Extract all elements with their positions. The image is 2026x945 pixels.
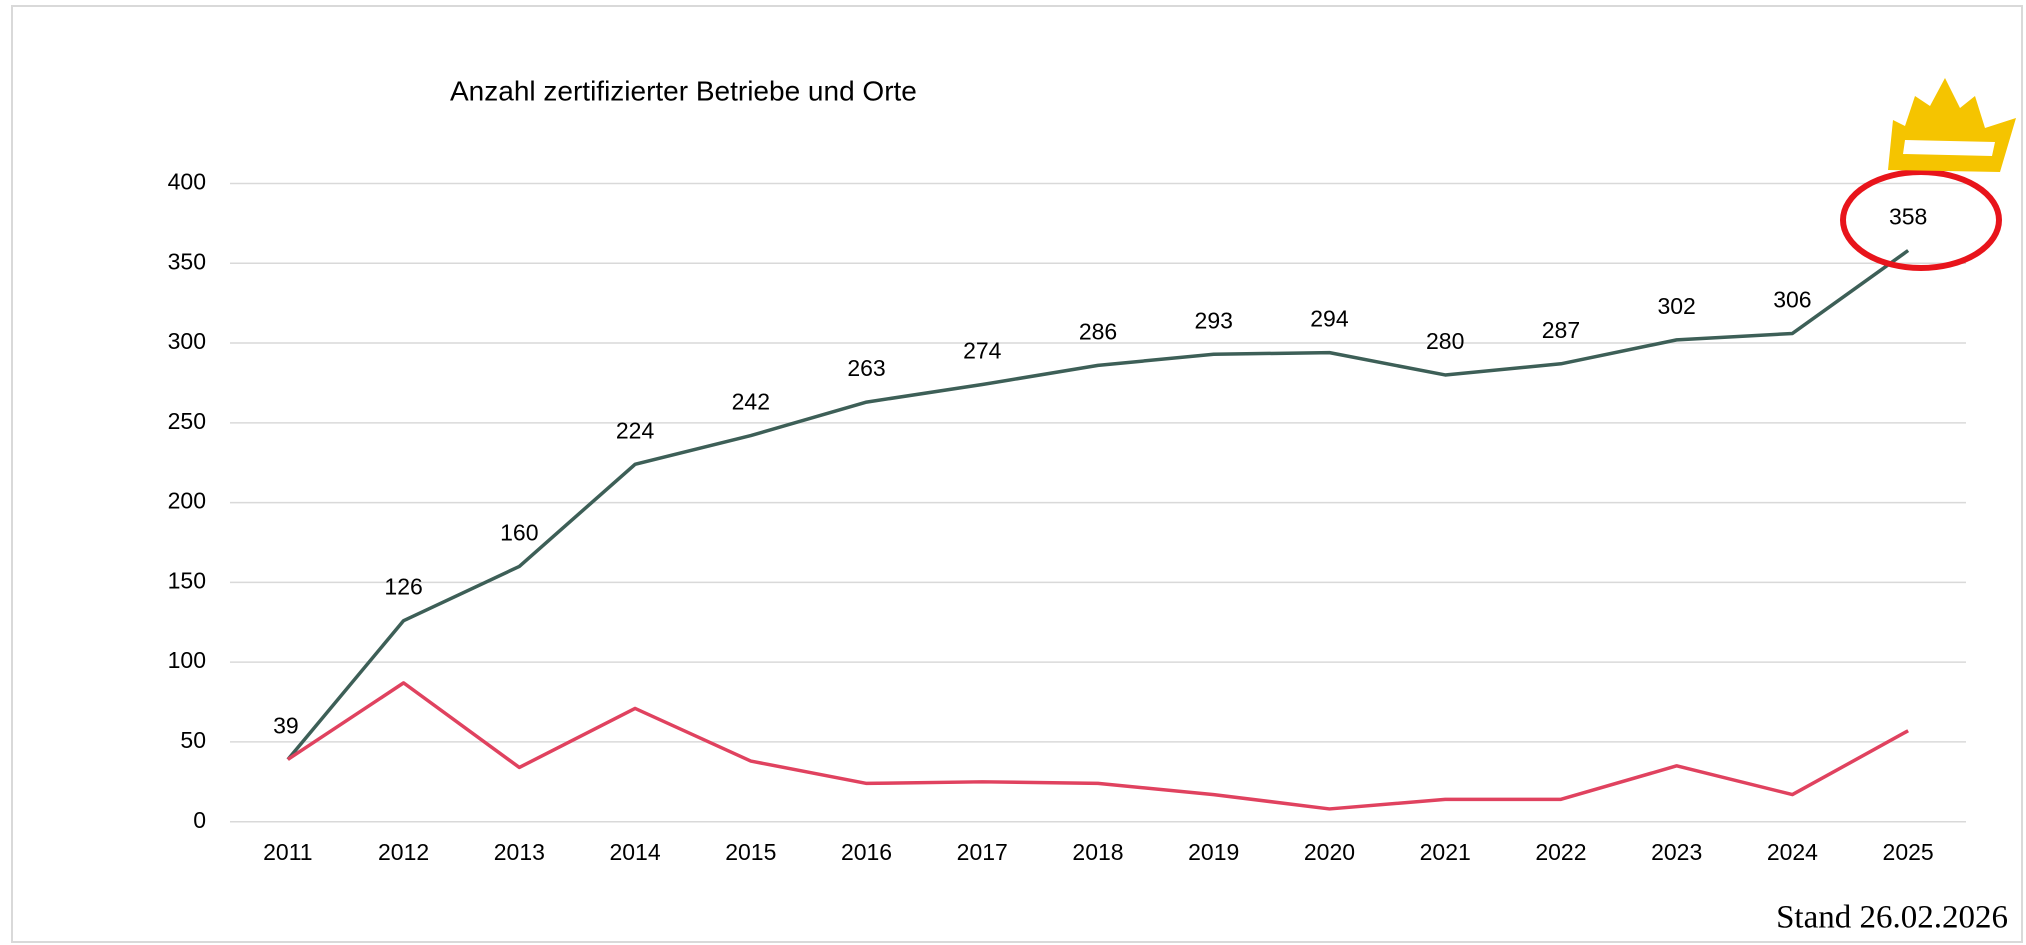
- data-label: 302: [1657, 293, 1695, 319]
- y-tick-label: 250: [168, 408, 206, 434]
- date-note: Stand 26.02.2026: [1776, 900, 2008, 936]
- x-tick-label: 2022: [1535, 839, 1586, 865]
- data-label: 358: [1889, 204, 1927, 230]
- x-tick-label: 2014: [609, 839, 660, 865]
- plot: 0 50 100 150 200 250 300 350 400 2011 2012 2013 2014…: [168, 169, 1966, 865]
- x-tick-label: 2015: [725, 839, 776, 865]
- x-tick-label: 2024: [1767, 839, 1818, 865]
- frame: [12, 6, 2022, 942]
- x-tick-label: 2025: [1883, 839, 1934, 865]
- y-tick-label: 350: [168, 248, 206, 274]
- x-tick-label: 2023: [1651, 839, 1702, 865]
- x-tick-label: 2021: [1420, 839, 1471, 865]
- crown-icon: [1888, 78, 2016, 172]
- y-tick-label: 300: [168, 328, 206, 354]
- x-tick-label: 2013: [494, 839, 545, 865]
- data-label: 160: [500, 519, 538, 545]
- chart: Anzahl zertifizierter Betriebe und Orte …: [0, 0, 2026, 945]
- data-label: 306: [1773, 287, 1811, 313]
- data-label: 294: [1310, 306, 1349, 332]
- y-tick-label: 200: [168, 488, 206, 514]
- data-label: 263: [847, 355, 885, 381]
- data-label: 224: [616, 417, 655, 443]
- y-tick-label: 0: [193, 807, 206, 833]
- data-label: 242: [732, 389, 770, 415]
- x-tick-label: 2019: [1188, 839, 1239, 865]
- data-label: 286: [1079, 318, 1117, 344]
- y-tick-label: 150: [168, 567, 206, 593]
- y-tick-label: 400: [168, 169, 206, 195]
- data-label: 280: [1426, 328, 1464, 354]
- y-tick-label: 100: [168, 647, 206, 673]
- x-tick-label: 2016: [841, 839, 892, 865]
- data-label: 293: [1195, 307, 1233, 333]
- x-tick-label: 2012: [378, 839, 429, 865]
- x-tick-label: 2017: [957, 839, 1008, 865]
- x-tick-label: 2011: [263, 839, 312, 865]
- y-tick-label: 50: [180, 727, 206, 753]
- x-tick-label: 2020: [1304, 839, 1355, 865]
- series-line: [288, 683, 1908, 809]
- x-tick-label: 2018: [1072, 839, 1123, 865]
- chart-title: Anzahl zertifizierter Betriebe und Orte: [450, 75, 917, 106]
- data-label: 39: [273, 713, 299, 739]
- data-label: 126: [384, 574, 422, 600]
- data-label: 287: [1542, 317, 1580, 343]
- data-label: 274: [963, 338, 1002, 364]
